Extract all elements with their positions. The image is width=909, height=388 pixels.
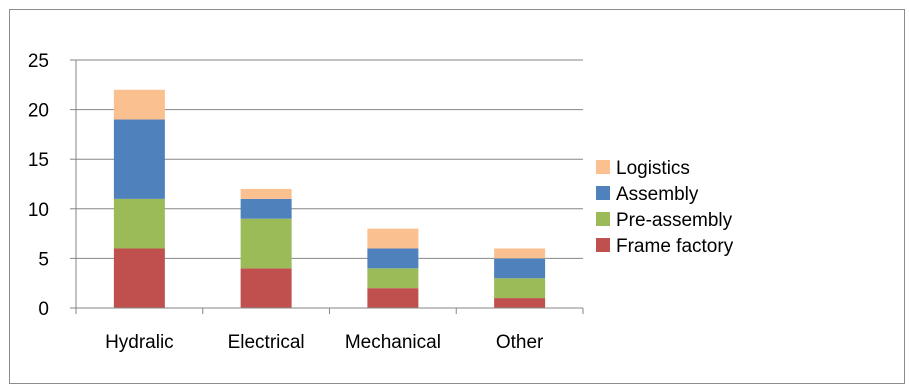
- legend-label: Frame factory: [616, 236, 734, 257]
- bar-segment-logistics-electrical: [240, 188, 292, 199]
- legend-label: Assembly: [616, 184, 699, 205]
- bar-segment-frame-factory-electrical: [240, 268, 292, 308]
- y-tick-label: 15: [28, 150, 49, 171]
- bar-segment-frame-factory-hydralic: [113, 248, 165, 308]
- axes: [70, 59, 584, 314]
- bars: [113, 89, 546, 308]
- legend-swatch: [596, 212, 610, 226]
- y-tick-label: 20: [28, 101, 49, 122]
- legend-swatch: [596, 186, 610, 200]
- bar-segment-frame-factory-other: [494, 298, 546, 308]
- y-tick-label: 0: [38, 299, 49, 320]
- legend-swatch: [596, 160, 610, 174]
- legend-swatch: [596, 238, 610, 252]
- y-tick-label: 25: [28, 51, 49, 72]
- bar-segment-logistics-other: [494, 248, 546, 259]
- legend-label: Pre-assembly: [616, 210, 733, 231]
- bar-segment-assembly-other: [494, 258, 546, 279]
- bar-segment-pre-assembly-mechanical: [367, 268, 419, 289]
- y-tick-labels: 0 5 10 15 20 25: [28, 51, 49, 320]
- x-tick-label: Mechanical: [345, 332, 441, 353]
- bar-segment-logistics-mechanical: [367, 228, 419, 249]
- legend: Logistics Assembly Pre-assembly Frame facto…: [596, 158, 734, 257]
- bar-segment-assembly-hydralic: [113, 119, 165, 199]
- bar-segment-frame-factory-mechanical: [367, 288, 419, 308]
- legend-label: Logistics: [616, 158, 690, 179]
- y-tick-label: 10: [28, 200, 49, 221]
- x-tick-label: Hydralic: [105, 332, 174, 353]
- x-tick-labels: Hydralic Electrical Mechanical Other: [105, 332, 544, 353]
- x-tick-label: Electrical: [228, 332, 305, 353]
- bar-segment-assembly-electrical: [240, 198, 292, 219]
- bar-segment-pre-assembly-electrical: [240, 218, 292, 269]
- bar-segment-logistics-hydralic: [113, 89, 165, 120]
- bar-segment-assembly-mechanical: [367, 248, 419, 269]
- bar-segment-pre-assembly-other: [494, 278, 546, 299]
- x-tick-label: Other: [496, 332, 544, 353]
- y-tick-label: 5: [38, 249, 49, 270]
- bar-segment-pre-assembly-hydralic: [113, 198, 165, 249]
